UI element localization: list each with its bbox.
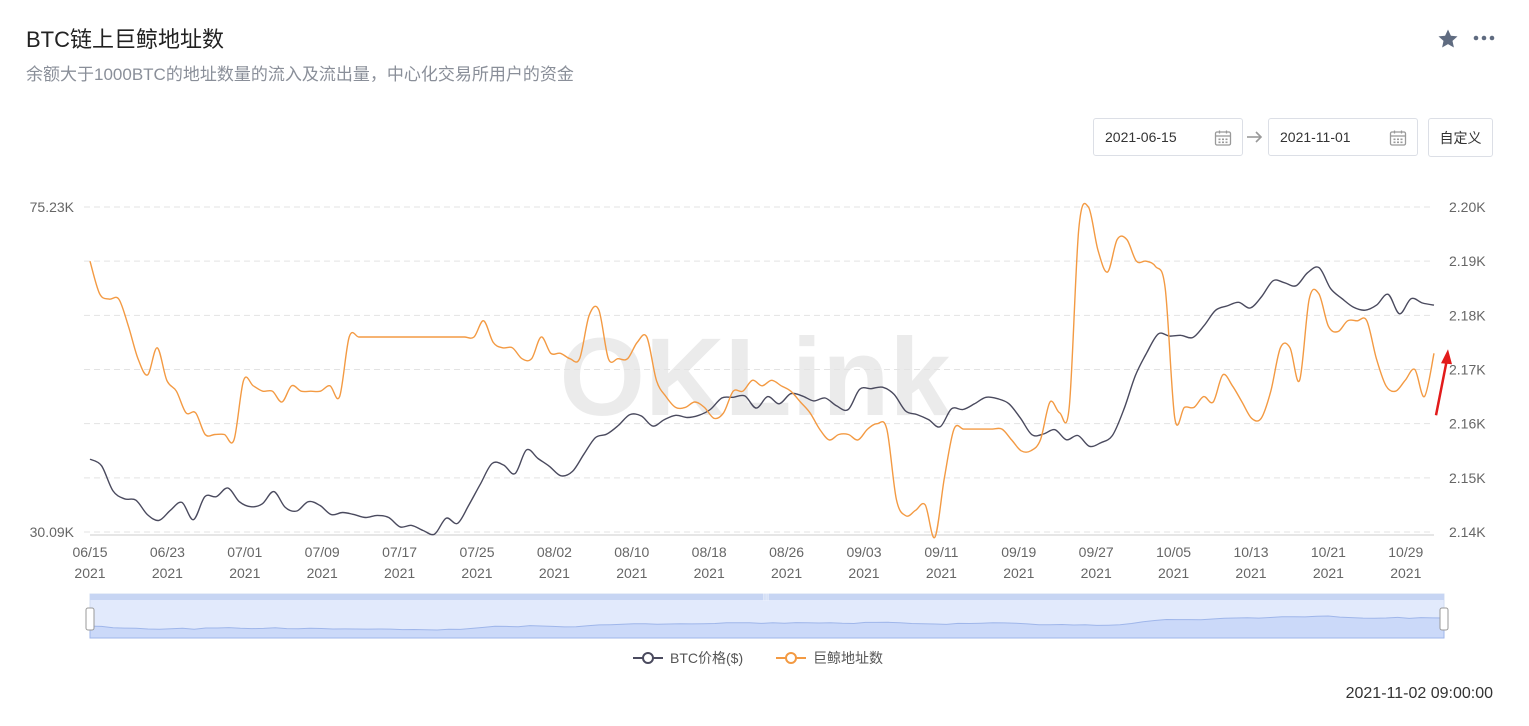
x-axis-tick-date: 07/17 (382, 544, 417, 560)
end-date-input[interactable]: 2021-11-01 (1268, 118, 1418, 156)
x-axis-tick-year: 2021 (229, 565, 260, 581)
x-axis-tick-year: 2021 (848, 565, 879, 581)
right-axis-tick: 2.15K (1449, 470, 1486, 486)
x-axis-tick-date: 10/13 (1233, 544, 1268, 560)
zoom-slider-preview (89, 615, 1445, 639)
zoom-handle-left (85, 607, 95, 631)
legend-label: 巨鲸地址数 (813, 650, 883, 666)
zoom-slider-topbar (90, 594, 1444, 600)
annotation-arrowhead (1441, 349, 1452, 365)
calendar-icon (1214, 130, 1232, 146)
right-axis-tick: 2.18K (1449, 307, 1486, 323)
calendar-icon (1389, 130, 1407, 146)
x-axis-tick-year: 2021 (1158, 565, 1189, 581)
x-axis-tick-year: 2021 (616, 565, 647, 581)
x-axis-tick-date: 10/29 (1388, 544, 1423, 560)
x-axis-tick-date: 08/18 (692, 544, 727, 560)
legend-marker (785, 652, 797, 664)
zoom-slider-grip: ||| (763, 592, 769, 601)
annotation-arrow (1434, 359, 1449, 416)
x-axis-tick-year: 2021 (307, 565, 338, 581)
left-axis-tick: 30.09K (30, 524, 75, 540)
x-axis-tick-date: 09/11 (924, 544, 958, 560)
right-axis-tick: 2.20K (1449, 199, 1486, 215)
x-axis-tick-date: 06/23 (150, 544, 185, 560)
arrow-right-icon (1247, 131, 1263, 143)
left-axis-tick: 75.23K (30, 199, 75, 215)
legend-marker (642, 652, 654, 664)
x-axis-tick-year: 2021 (384, 565, 415, 581)
x-axis-tick-year: 2021 (539, 565, 570, 581)
x-axis-tick-date: 10/05 (1156, 544, 1191, 560)
x-axis-tick-year: 2021 (1235, 565, 1266, 581)
x-axis-tick-year: 2021 (694, 565, 725, 581)
star-icon[interactable] (1436, 27, 1460, 51)
btc-price-line (89, 266, 1435, 536)
x-axis-tick-year: 2021 (461, 565, 492, 581)
page-title: BTC链上巨鲸地址数 (26, 27, 225, 52)
page-subtitle: 余额大于1000BTC的地址数量的流入及流出量，中心化交易所用户的资金 (26, 65, 574, 84)
x-axis-tick-date: 08/10 (614, 544, 649, 560)
watermark: OKLink (559, 316, 951, 439)
x-axis-tick-date: 07/01 (227, 544, 262, 560)
x-axis-tick-date: 09/03 (846, 544, 881, 560)
x-axis-tick-year: 2021 (1313, 565, 1344, 581)
right-axis-tick: 2.17K (1449, 362, 1486, 378)
right-axis-tick: 2.16K (1449, 416, 1486, 432)
x-axis-tick-date: 09/27 (1079, 544, 1114, 560)
x-axis-tick-date: 08/02 (537, 544, 572, 560)
end-date-value: 2021-11-01 (1280, 129, 1351, 145)
line-chart: OKLink 2.20K 2.19K 2.18K 2.17K 2.16K 2.15K 2.14… (30, 199, 1487, 666)
x-axis-tick-date: 07/25 (459, 544, 494, 560)
x-axis-tick-year: 2021 (152, 565, 183, 581)
more-dots-icon[interactable] (1472, 29, 1496, 47)
legend-label: BTC价格($) (670, 650, 743, 666)
x-axis-tick-date: 08/26 (769, 544, 804, 560)
x-axis-tick-date: 09/19 (1001, 544, 1036, 560)
zoom-handle-right (1439, 607, 1449, 631)
x-axis-tick-year: 2021 (1390, 565, 1421, 581)
right-axis-tick: 2.14K (1449, 524, 1486, 540)
start-date-input[interactable]: 2021-06-15 (1093, 118, 1243, 156)
data-timestamp: 2021-11-02 09:00:00 (1345, 685, 1493, 702)
whale-count-line (89, 202, 1435, 539)
x-axis-tick-date: 07/09 (305, 544, 340, 560)
x-axis-tick-year: 2021 (74, 565, 105, 581)
x-axis-tick-year: 2021 (771, 565, 802, 581)
right-axis-tick: 2.19K (1449, 253, 1486, 269)
start-date-value: 2021-06-15 (1105, 129, 1177, 145)
x-axis-tick-date: 06/15 (72, 544, 107, 560)
x-axis-tick-year: 2021 (1003, 565, 1034, 581)
x-axis-tick-year: 2021 (1081, 565, 1112, 581)
x-axis-tick-year: 2021 (926, 565, 957, 581)
x-axis-tick-date: 10/21 (1311, 544, 1346, 560)
custom-range-button[interactable]: 自定义 (1428, 118, 1493, 157)
